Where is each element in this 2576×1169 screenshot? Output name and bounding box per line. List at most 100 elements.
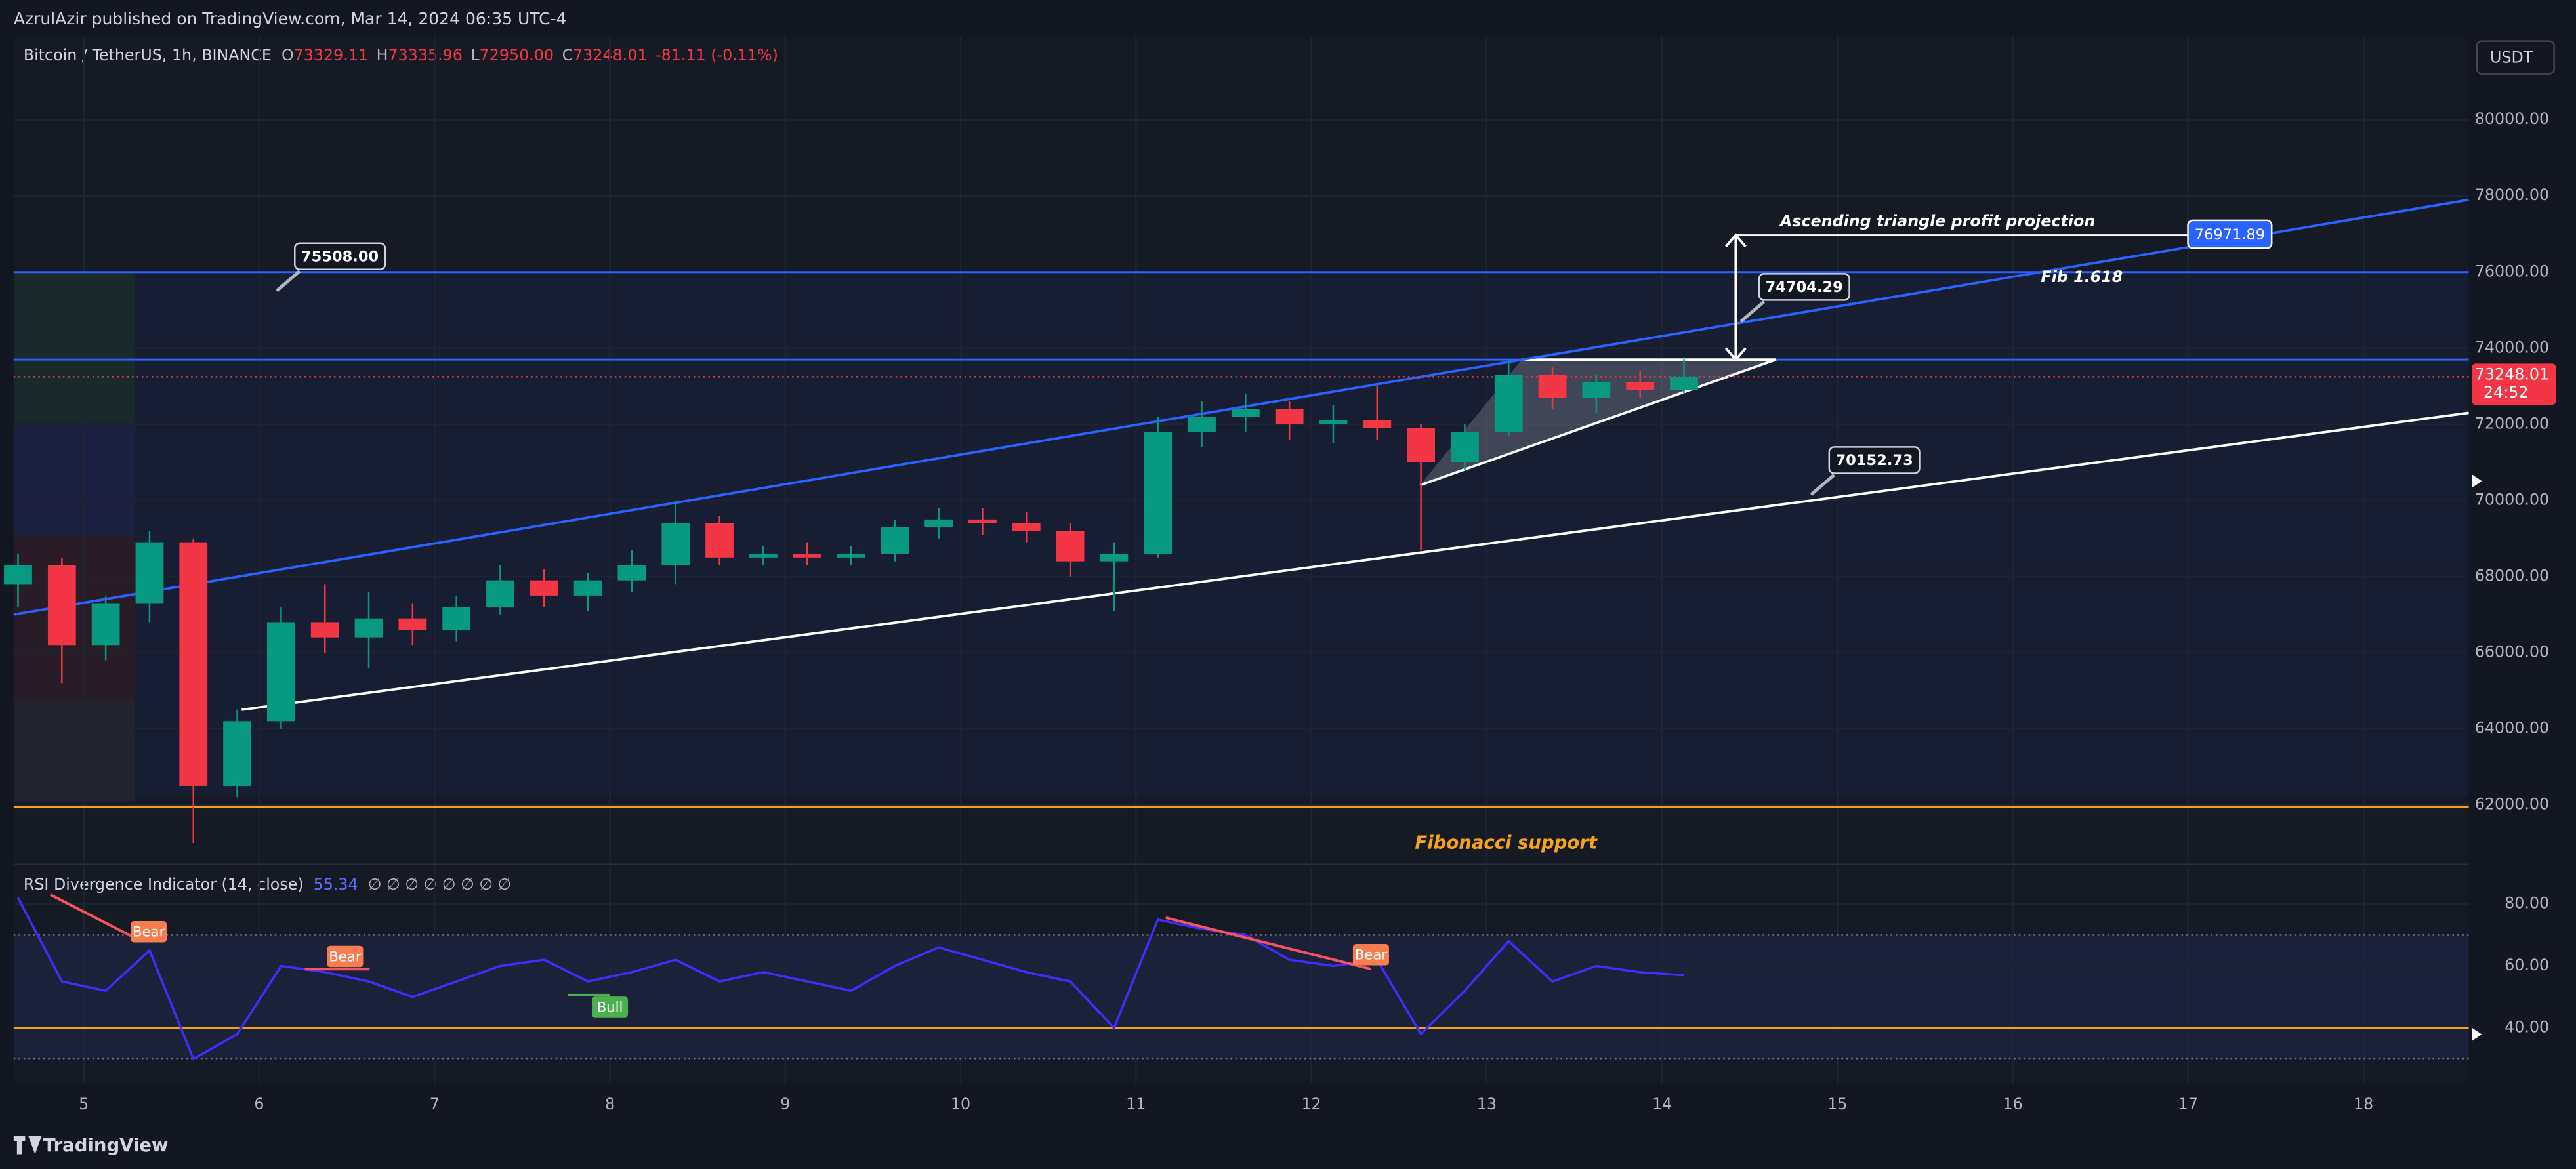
author-line: AzrulAzir published on TradingView.com, … bbox=[14, 9, 567, 28]
candle-body bbox=[1582, 382, 1611, 398]
x-tick-label: 6 bbox=[254, 1095, 264, 1113]
channel-shade bbox=[13, 270, 2469, 796]
candle-body bbox=[1363, 420, 1392, 428]
divergence-label: Bear bbox=[1355, 947, 1388, 963]
divergence-line bbox=[1165, 916, 1371, 971]
indicator-symbols: ∅ ∅ ∅ ∅ ∅ ∅ ∅ ∅ bbox=[368, 875, 512, 893]
ohlc-value: 73329.11 bbox=[294, 46, 368, 64]
fib-zone bbox=[13, 701, 136, 802]
brand: TradingView bbox=[43, 1135, 169, 1156]
callout-box bbox=[293, 242, 386, 271]
candle-body bbox=[267, 622, 295, 722]
y-tick-label: 60.00 bbox=[2504, 956, 2549, 974]
x-tick-label: 5 bbox=[79, 1095, 89, 1113]
candle-body bbox=[486, 580, 514, 607]
y-tick-label: 74000.00 bbox=[2475, 338, 2549, 356]
fib-zone bbox=[13, 422, 136, 537]
y-tick-label: 64000.00 bbox=[2475, 718, 2549, 737]
x-tick-label: 15 bbox=[1827, 1095, 1847, 1113]
candle-body bbox=[1319, 420, 1348, 424]
projection-box bbox=[2187, 219, 2273, 249]
x-tick-label: 17 bbox=[2178, 1095, 2198, 1113]
brand-logo bbox=[13, 1136, 42, 1155]
x-tick-label: 14 bbox=[1652, 1095, 1672, 1113]
divergence-box bbox=[327, 945, 364, 968]
ohlc-key: H bbox=[377, 46, 388, 64]
candle-body bbox=[1275, 409, 1304, 424]
candle-body bbox=[968, 519, 997, 523]
indicator-value: 55.34 bbox=[314, 875, 358, 893]
rsi-line bbox=[16, 897, 1684, 1061]
candle-body bbox=[398, 618, 427, 630]
callout-pointer bbox=[1810, 474, 1835, 496]
candle-body bbox=[179, 542, 208, 786]
ohlc-key: O bbox=[281, 46, 294, 64]
candle-body bbox=[1626, 382, 1655, 390]
divergence-box bbox=[131, 921, 167, 943]
candle-body bbox=[4, 565, 32, 584]
countdown: 24:52 bbox=[2483, 383, 2529, 401]
candle-body bbox=[1538, 375, 1567, 398]
candle-body bbox=[924, 519, 953, 527]
callout-box bbox=[1758, 273, 1850, 301]
callout-pointer bbox=[1739, 300, 1766, 323]
candle-body bbox=[135, 542, 164, 604]
last-price-box bbox=[2472, 363, 2556, 405]
y-tick-label: 40.00 bbox=[2504, 1017, 2549, 1036]
callout-label: 74704.29 bbox=[1766, 279, 1843, 296]
currency[interactable]: USDT bbox=[2490, 48, 2533, 66]
x-tick-label: 7 bbox=[430, 1095, 440, 1113]
ohlc-key: L bbox=[470, 46, 480, 64]
x-tick-label: 16 bbox=[2003, 1095, 2023, 1113]
candle-body bbox=[837, 554, 865, 558]
x-tick-label: 9 bbox=[780, 1095, 790, 1113]
divergence-box bbox=[591, 996, 629, 1018]
indicator-title: RSI Divergence Indicator (14, close) bbox=[24, 875, 304, 893]
last-price-label: 73248.01 bbox=[2475, 365, 2549, 383]
candle-body bbox=[881, 527, 909, 554]
triangle-line bbox=[1419, 358, 1777, 487]
candle-body bbox=[223, 721, 251, 786]
projection-title: Ascending triangle profit projection bbox=[1779, 212, 2095, 230]
candle-body bbox=[1670, 377, 1698, 390]
annotation: Fibonacci support bbox=[1415, 832, 1597, 853]
ohlc-value: 72950.00 bbox=[480, 46, 554, 64]
x-tick-label: 12 bbox=[1301, 1095, 1321, 1113]
symbol: Bitcoin / TetherUS, 1h, BINANCE bbox=[24, 46, 272, 64]
y-tick-label: 78000.00 bbox=[2475, 186, 2549, 204]
fib-zone bbox=[13, 270, 136, 422]
x-tick-label: 18 bbox=[2354, 1095, 2373, 1113]
ohlc-value: 73335.96 bbox=[388, 46, 462, 64]
candle-body bbox=[91, 603, 120, 646]
projection-label: 76971.89 bbox=[2195, 226, 2265, 243]
y-tick-label: 80000.00 bbox=[2475, 110, 2549, 128]
candle-body bbox=[1012, 523, 1041, 531]
candle-body bbox=[1100, 554, 1129, 562]
candle-body bbox=[617, 565, 646, 581]
candle-body bbox=[1056, 531, 1085, 562]
y-tick-label: 66000.00 bbox=[2475, 642, 2549, 661]
x-tick-label: 13 bbox=[1477, 1095, 1497, 1113]
divergence-box bbox=[1352, 943, 1389, 966]
scale-marker bbox=[2472, 474, 2482, 488]
candle-body bbox=[749, 554, 778, 558]
candle-body bbox=[47, 565, 76, 646]
divergence-label: Bear bbox=[133, 924, 165, 941]
x-tick-label: 11 bbox=[1126, 1095, 1146, 1113]
trend-line bbox=[13, 198, 2469, 616]
candle-body bbox=[310, 622, 339, 638]
rsi-band bbox=[13, 935, 2469, 1059]
y-tick-label: 70000.00 bbox=[2475, 490, 2549, 508]
callout-label: 70152.73 bbox=[1836, 452, 1913, 469]
change: -81.11 (-0.11%) bbox=[655, 46, 778, 64]
candle-body bbox=[573, 580, 602, 596]
currency-box[interactable] bbox=[2476, 40, 2555, 75]
y-tick-label: 76000.00 bbox=[2475, 262, 2549, 280]
callout-pointer bbox=[276, 270, 301, 293]
trend-line bbox=[241, 411, 2469, 711]
candle-body bbox=[530, 580, 558, 596]
divergence-label: Bear bbox=[329, 949, 362, 965]
candle-body bbox=[661, 523, 690, 565]
